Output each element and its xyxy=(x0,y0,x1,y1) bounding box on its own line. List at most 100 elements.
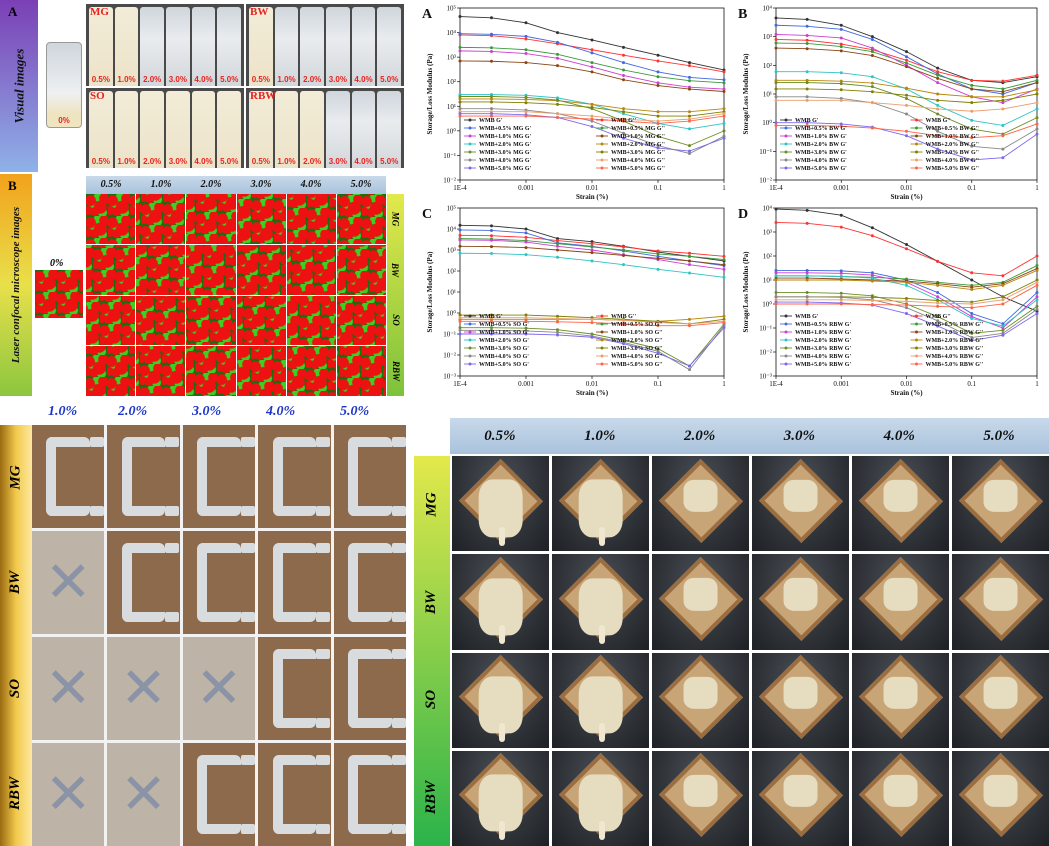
data-point xyxy=(458,233,462,237)
data-point xyxy=(555,112,559,116)
y-tick-label: 10⁻¹ xyxy=(759,325,772,333)
y-tick-label: 10² xyxy=(447,268,456,276)
data-point xyxy=(489,252,493,256)
data-point xyxy=(870,295,874,299)
printed-shape-cell xyxy=(107,531,180,634)
data-point xyxy=(590,70,594,74)
data-point xyxy=(839,213,843,217)
data-point xyxy=(839,225,843,229)
printed-c-shape xyxy=(272,755,331,834)
data-point xyxy=(458,328,462,332)
data-point xyxy=(489,245,493,249)
data-point xyxy=(722,78,726,82)
data-point xyxy=(590,65,594,69)
data-point xyxy=(524,332,528,336)
data-point xyxy=(936,103,940,107)
rheology-chart-a: A 1E-4 0.001 0.01 0.1 1 10⁻² 10⁻¹ 10⁰ 10¹ 10² 10³ 10… xyxy=(420,2,736,202)
data-point xyxy=(621,68,625,72)
data-point xyxy=(590,105,594,109)
printed-shape-cell xyxy=(182,425,256,528)
data-point xyxy=(590,114,594,118)
vial-concentration-label: 2.0% xyxy=(143,157,162,166)
visual-images-side-bar: Visual images xyxy=(0,0,38,172)
data-point xyxy=(722,263,726,267)
data-point xyxy=(458,15,462,19)
printed-c-shape xyxy=(272,543,331,622)
y-tick-label: 10³ xyxy=(447,54,456,62)
data-point xyxy=(805,38,809,42)
data-point xyxy=(970,271,974,275)
printed-shape-cell xyxy=(333,425,406,528)
confocal-image xyxy=(236,244,286,295)
data-point xyxy=(970,127,974,131)
data-point xyxy=(905,283,908,287)
data-point xyxy=(489,328,493,332)
data-point xyxy=(839,278,843,282)
x-axis-title: Strain (%) xyxy=(576,193,609,201)
data-point xyxy=(524,95,528,99)
data-point xyxy=(722,321,726,325)
y-tick-label: 10³ xyxy=(763,229,772,237)
data-point xyxy=(970,302,974,306)
data-point xyxy=(687,79,691,83)
printing-result-grid: ✕ ✕ ✕ ✕ ✕ ✕ xyxy=(32,425,406,846)
confocal-control-label: 0% xyxy=(50,258,64,269)
data-point xyxy=(458,112,462,116)
bread-row-cell: MG xyxy=(414,456,450,554)
data-point xyxy=(687,324,691,328)
vial: 2.0% xyxy=(140,91,165,168)
data-point xyxy=(805,47,809,51)
vial-concentration-label: 3.0% xyxy=(168,75,187,84)
data-point xyxy=(839,298,843,302)
y-axis-title: Storage/Loss Modulus (Pa) xyxy=(742,251,750,333)
bread-spread-photo xyxy=(752,652,849,748)
data-point xyxy=(458,95,462,99)
y-tick-label: 10¹ xyxy=(763,277,772,285)
y-tick-label: 10⁴ xyxy=(447,29,457,37)
data-point xyxy=(870,81,874,85)
legend-entry: WMB+4.0% BW G' xyxy=(795,158,847,164)
data-point xyxy=(621,342,625,346)
data-point xyxy=(905,61,908,65)
legend-entry: WMB+5.0% SO G' xyxy=(479,362,529,368)
data-point xyxy=(870,276,874,280)
spread-drip xyxy=(598,821,605,841)
legend-entry: WMB+3.0% BW G' xyxy=(795,150,847,156)
data-point xyxy=(489,332,493,336)
data-point xyxy=(936,315,940,319)
legend-marker xyxy=(468,126,472,130)
spread-blob xyxy=(883,676,918,709)
data-point xyxy=(936,70,940,74)
data-point xyxy=(774,70,778,74)
spread-drip xyxy=(598,526,605,546)
printed-shape-cell xyxy=(258,637,331,740)
data-point xyxy=(458,228,462,232)
data-point xyxy=(774,274,778,278)
rheology-chart-b: B 1E-4 0.001 0.01 0.1 1 10⁻² 10⁻¹ 10⁰ 10¹ 10² 10³ 10… xyxy=(736,2,1049,202)
legend-entry: WMB G' xyxy=(479,314,503,320)
data-point xyxy=(687,75,691,79)
data-point xyxy=(774,123,778,127)
data-point xyxy=(687,368,691,372)
legend-marker xyxy=(468,346,472,350)
data-point xyxy=(524,227,528,231)
data-point xyxy=(656,249,660,253)
data-point xyxy=(774,121,778,125)
x-tick-label: 1 xyxy=(1035,380,1039,388)
data-point xyxy=(555,320,559,324)
data-point xyxy=(1001,333,1005,337)
data-point xyxy=(722,81,726,85)
data-point xyxy=(489,59,493,63)
printing-row-cell: SO xyxy=(0,636,32,741)
vial: 0.5% xyxy=(89,91,113,168)
printed-shape-cell xyxy=(258,531,331,634)
data-point xyxy=(870,226,874,230)
legend-entry: WMB+4.0% RBW G'' xyxy=(926,354,984,360)
legend-marker xyxy=(600,158,604,162)
vial: 4.0% xyxy=(351,91,376,168)
data-point xyxy=(936,319,940,323)
data-point xyxy=(1035,73,1039,77)
data-point xyxy=(970,118,974,122)
data-point xyxy=(555,333,559,337)
data-point xyxy=(905,296,908,300)
